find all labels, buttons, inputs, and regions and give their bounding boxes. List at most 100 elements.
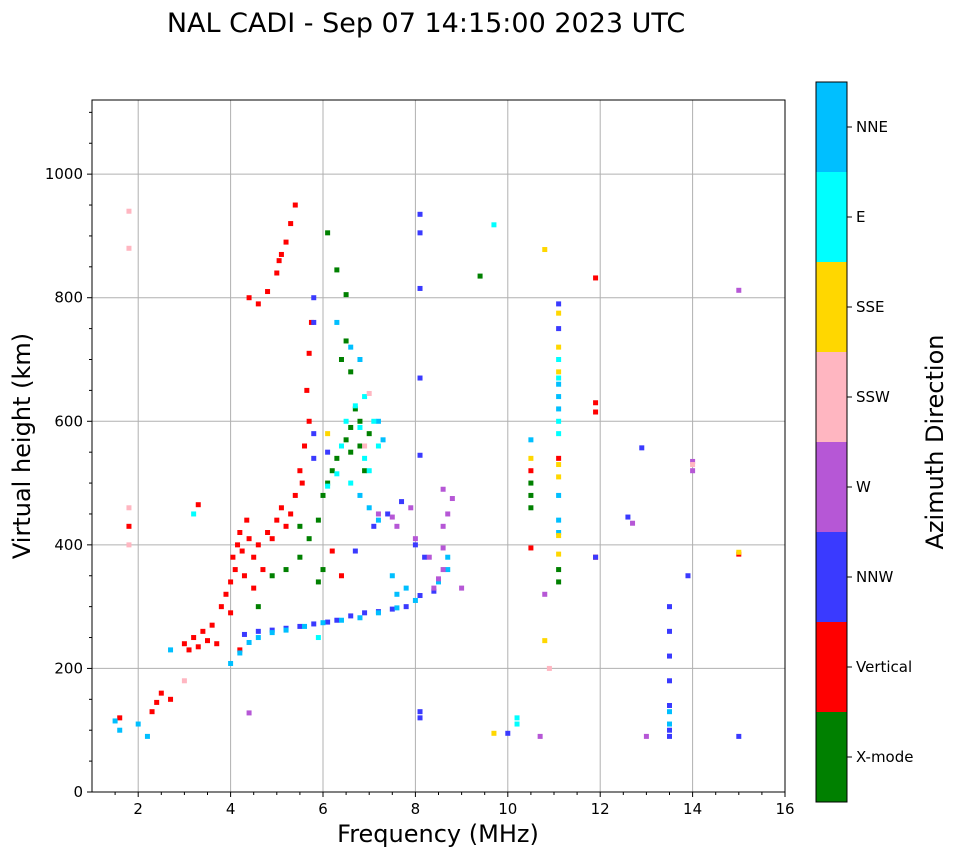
data-point <box>412 536 418 542</box>
data-point <box>292 202 298 208</box>
data-point <box>412 542 418 548</box>
colorbar-swatch <box>816 262 847 352</box>
data-point <box>274 270 280 276</box>
data-point <box>375 511 381 517</box>
data-point <box>375 443 381 449</box>
data-point <box>334 319 340 325</box>
data-point <box>362 443 368 449</box>
data-point <box>357 492 363 498</box>
data-point <box>426 554 432 560</box>
data-point <box>343 437 349 443</box>
data-point <box>343 292 349 298</box>
data-point <box>491 222 497 228</box>
data-point <box>320 492 326 498</box>
colorbar: X-mode Vertical NNW W SSW SSE E NNE <box>815 81 913 803</box>
data-point <box>556 533 562 539</box>
data-point <box>117 715 123 721</box>
data-point <box>431 585 437 591</box>
data-point <box>556 567 562 573</box>
data-point <box>255 301 261 307</box>
colorbar-swatch <box>816 172 847 262</box>
data-point <box>297 468 303 474</box>
data-point <box>338 443 344 449</box>
data-point <box>449 496 455 502</box>
data-point <box>237 650 243 656</box>
data-point <box>736 549 742 555</box>
data-point <box>302 443 308 449</box>
series-e <box>191 222 562 727</box>
data-point <box>186 647 192 653</box>
colorbar-swatch <box>816 82 847 172</box>
data-point <box>334 267 340 273</box>
data-point <box>154 699 160 705</box>
data-point <box>667 733 672 739</box>
data-point <box>311 431 317 437</box>
data-point <box>126 523 132 529</box>
data-point <box>338 357 344 362</box>
data-point <box>667 678 672 684</box>
data-marks <box>112 202 742 739</box>
data-point <box>343 338 349 344</box>
series-ssw <box>126 208 696 684</box>
data-point <box>417 375 423 381</box>
data-point <box>315 579 321 585</box>
data-point <box>325 431 331 437</box>
data-point <box>371 523 377 529</box>
data-point <box>556 492 562 498</box>
data-point <box>542 247 548 253</box>
data-point <box>477 273 483 279</box>
data-point <box>283 627 289 633</box>
data-point <box>135 721 141 727</box>
data-point <box>348 613 354 619</box>
data-point <box>112 718 118 724</box>
series-x-mode <box>255 230 562 610</box>
data-point <box>380 437 386 443</box>
colorbar-swatch <box>816 442 847 532</box>
data-point <box>311 621 317 627</box>
colorbar-tick-label: W <box>856 478 871 496</box>
data-point <box>230 554 236 560</box>
data-point <box>325 230 331 236</box>
data-point <box>593 275 599 281</box>
data-point <box>283 239 289 245</box>
data-point <box>445 567 451 573</box>
data-point <box>403 604 409 610</box>
data-point <box>244 517 250 523</box>
y-axis-label: Virtual height (km) <box>8 333 36 559</box>
data-point <box>311 319 317 325</box>
y-tick-label: 200 <box>54 659 83 677</box>
data-point <box>445 554 451 560</box>
y-tick-label: 400 <box>54 536 83 554</box>
data-point <box>348 344 354 350</box>
colorbar-swatch <box>816 352 847 442</box>
data-point <box>325 483 331 489</box>
data-point <box>528 468 534 474</box>
data-point <box>417 452 423 458</box>
colorbar-swatch <box>816 622 847 712</box>
data-point <box>255 628 261 634</box>
data-point <box>246 639 252 645</box>
data-point <box>126 208 132 214</box>
data-point <box>445 511 451 517</box>
data-point <box>315 517 321 523</box>
data-point <box>690 468 696 474</box>
data-point <box>394 591 400 597</box>
data-point <box>223 591 229 597</box>
data-point <box>639 445 645 451</box>
data-point <box>394 523 400 529</box>
plot-area: 2 4 6 8 10 12 14 16 0 200 400 600 800 1000 <box>45 99 795 818</box>
data-point <box>357 615 363 621</box>
data-point <box>195 502 201 508</box>
x-tick-label: 8 <box>411 800 421 818</box>
chart-title: NAL CADI - Sep 07 14:15:00 2023 UTC <box>167 8 685 39</box>
data-point <box>514 715 520 721</box>
data-point <box>357 424 363 430</box>
data-point <box>417 715 423 721</box>
data-point <box>528 505 534 511</box>
data-point <box>389 606 395 612</box>
data-point <box>251 554 257 560</box>
data-point <box>338 617 344 623</box>
data-point <box>593 554 599 560</box>
data-point <box>736 733 742 739</box>
data-point <box>302 623 308 629</box>
